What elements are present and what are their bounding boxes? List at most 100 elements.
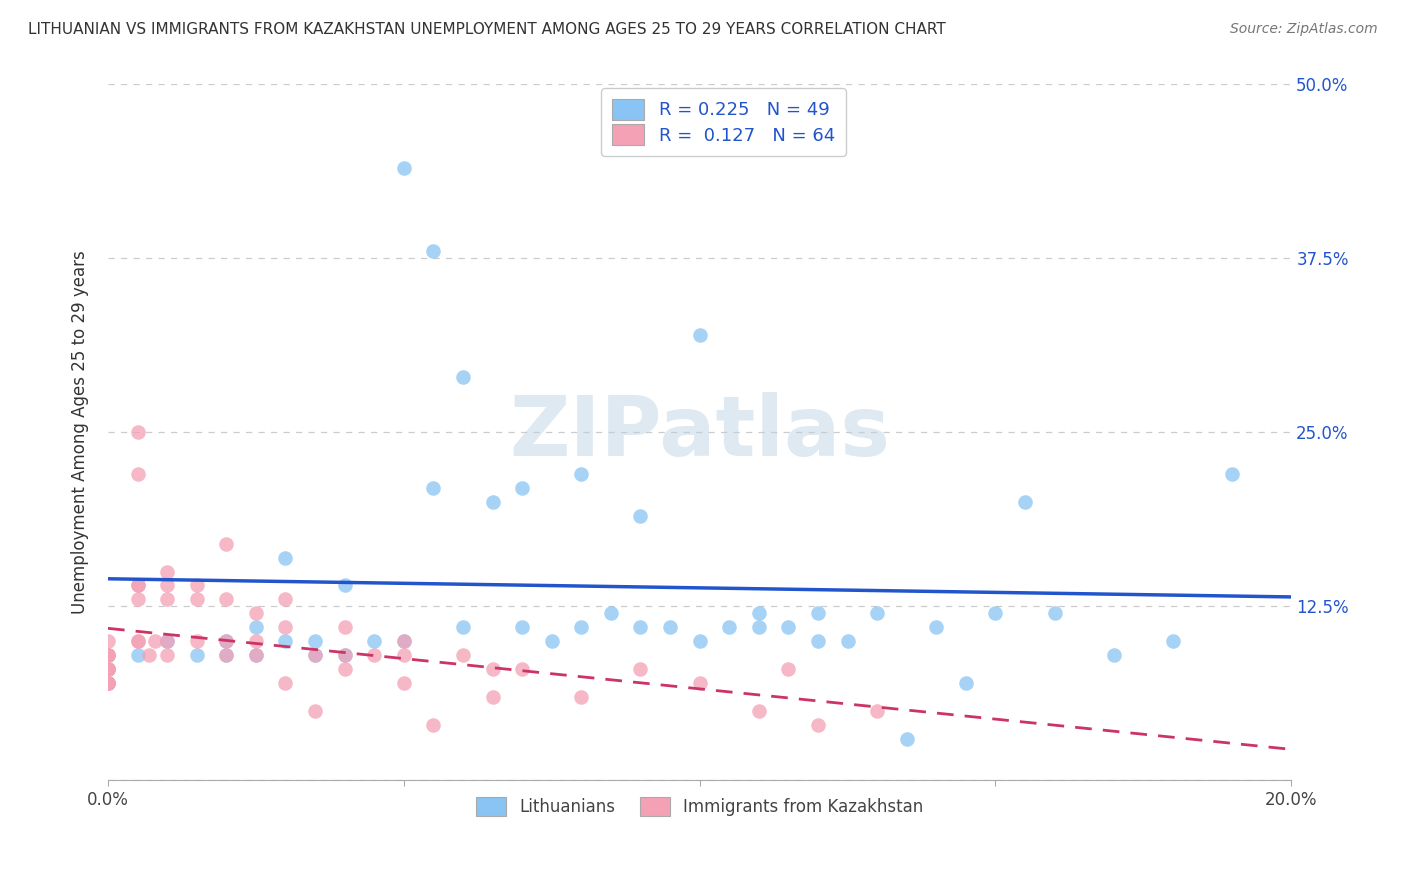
Point xyxy=(186,592,208,607)
Point xyxy=(630,662,652,676)
Point xyxy=(127,578,149,592)
Point xyxy=(689,634,711,648)
Text: Source: ZipAtlas.com: Source: ZipAtlas.com xyxy=(1230,22,1378,37)
Point xyxy=(127,634,149,648)
Point xyxy=(510,481,533,495)
Point xyxy=(1220,467,1243,482)
Point xyxy=(274,676,297,690)
Point xyxy=(925,620,948,634)
Point xyxy=(156,634,179,648)
Point xyxy=(215,634,238,648)
Point xyxy=(1102,648,1125,662)
Point xyxy=(451,648,474,662)
Point xyxy=(422,244,444,259)
Point xyxy=(689,328,711,343)
Point xyxy=(392,161,415,175)
Point xyxy=(807,607,830,621)
Point xyxy=(97,662,120,676)
Point xyxy=(97,648,120,662)
Point xyxy=(156,565,179,579)
Point xyxy=(748,620,770,634)
Point xyxy=(540,634,562,648)
Text: LITHUANIAN VS IMMIGRANTS FROM KAZAKHSTAN UNEMPLOYMENT AMONG AGES 25 TO 29 YEARS : LITHUANIAN VS IMMIGRANTS FROM KAZAKHSTAN… xyxy=(28,22,946,37)
Point xyxy=(97,676,120,690)
Point xyxy=(481,495,503,509)
Point xyxy=(97,676,120,690)
Point xyxy=(97,676,120,690)
Point xyxy=(304,648,326,662)
Point xyxy=(304,648,326,662)
Point xyxy=(896,731,918,746)
Point xyxy=(955,676,977,690)
Point xyxy=(392,648,415,662)
Point xyxy=(274,620,297,634)
Point xyxy=(333,578,356,592)
Point xyxy=(510,662,533,676)
Point xyxy=(143,634,166,648)
Point xyxy=(778,620,800,634)
Point xyxy=(186,578,208,592)
Point xyxy=(215,537,238,551)
Point xyxy=(422,717,444,731)
Point xyxy=(97,648,120,662)
Point xyxy=(97,648,120,662)
Point xyxy=(97,662,120,676)
Point xyxy=(274,592,297,607)
Point xyxy=(127,592,149,607)
Point xyxy=(215,648,238,662)
Point xyxy=(630,508,652,523)
Point xyxy=(138,648,160,662)
Point xyxy=(274,550,297,565)
Point xyxy=(186,634,208,648)
Point xyxy=(718,620,741,634)
Point xyxy=(274,634,297,648)
Point xyxy=(156,648,179,662)
Point xyxy=(600,607,623,621)
Point xyxy=(156,578,179,592)
Point xyxy=(127,425,149,440)
Point xyxy=(807,634,830,648)
Point xyxy=(659,620,682,634)
Point xyxy=(510,620,533,634)
Point xyxy=(215,648,238,662)
Point xyxy=(156,592,179,607)
Point xyxy=(304,634,326,648)
Point xyxy=(127,467,149,482)
Point xyxy=(481,690,503,704)
Point xyxy=(333,648,356,662)
Point xyxy=(392,634,415,648)
Point xyxy=(333,662,356,676)
Point xyxy=(866,704,889,718)
Point xyxy=(245,648,267,662)
Point xyxy=(97,662,120,676)
Point xyxy=(748,704,770,718)
Point xyxy=(127,578,149,592)
Legend: Lithuanians, Immigrants from Kazakhstan: Lithuanians, Immigrants from Kazakhstan xyxy=(467,789,932,824)
Point xyxy=(97,676,120,690)
Point xyxy=(245,634,267,648)
Point xyxy=(837,634,859,648)
Point xyxy=(156,634,179,648)
Point xyxy=(748,607,770,621)
Point xyxy=(97,662,120,676)
Point xyxy=(97,648,120,662)
Point xyxy=(245,620,267,634)
Point xyxy=(984,607,1007,621)
Y-axis label: Unemployment Among Ages 25 to 29 years: Unemployment Among Ages 25 to 29 years xyxy=(72,251,89,615)
Point xyxy=(215,592,238,607)
Point xyxy=(481,662,503,676)
Point xyxy=(127,634,149,648)
Point xyxy=(1014,495,1036,509)
Point xyxy=(304,704,326,718)
Point xyxy=(392,676,415,690)
Point xyxy=(778,662,800,676)
Point xyxy=(422,481,444,495)
Point xyxy=(215,634,238,648)
Point xyxy=(569,690,592,704)
Point xyxy=(97,634,120,648)
Point xyxy=(333,620,356,634)
Point xyxy=(866,607,889,621)
Point xyxy=(392,634,415,648)
Point xyxy=(451,369,474,384)
Point xyxy=(1161,634,1184,648)
